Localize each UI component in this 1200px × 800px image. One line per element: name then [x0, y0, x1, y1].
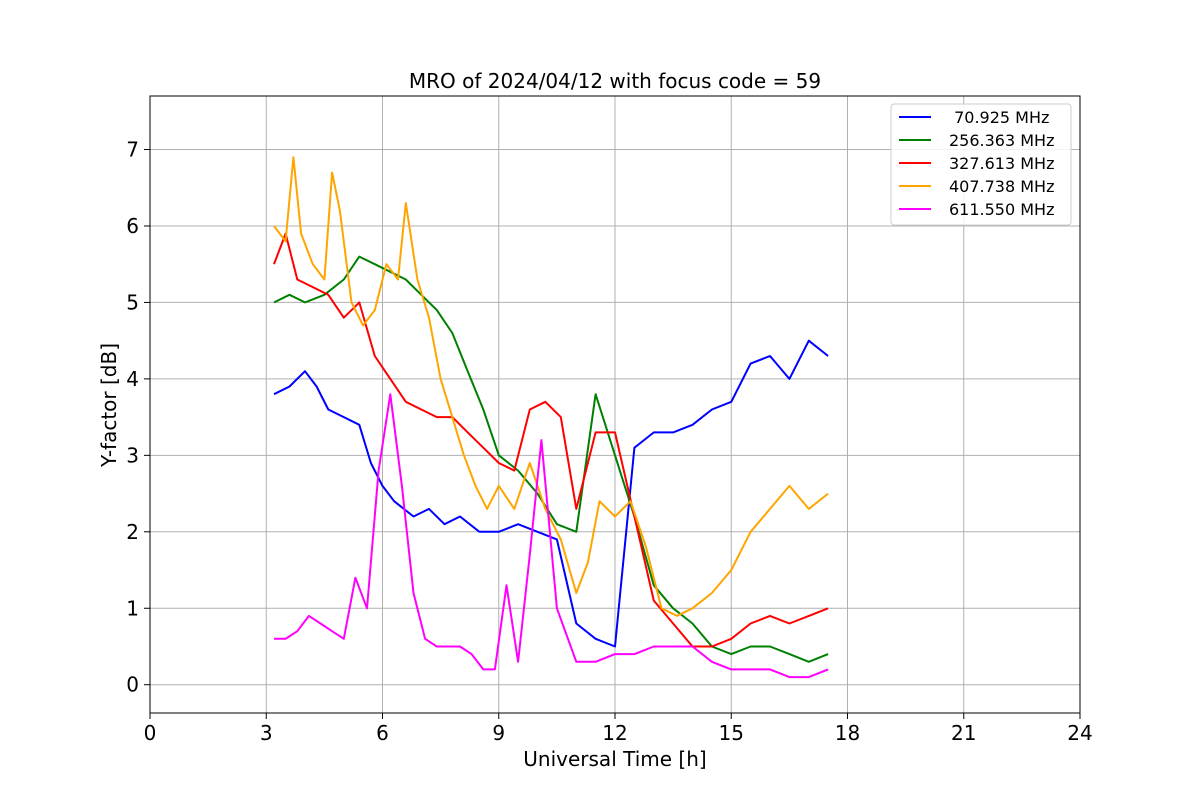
legend-label: 407.738 MHz: [949, 177, 1054, 196]
legend-label: 256.363 MHz: [949, 131, 1054, 150]
x-axis-label: Universal Time [h]: [523, 747, 706, 771]
series-group: [273, 156, 829, 679]
series-line-3: [273, 156, 829, 617]
x-tick-label: 12: [602, 721, 627, 745]
y-tick-label: 4: [126, 367, 139, 391]
x-tick-label: 15: [719, 721, 744, 745]
x-tick-label: 21: [951, 721, 976, 745]
legend-label: 327.613 MHz: [949, 154, 1054, 173]
chart-title: MRO of 2024/04/12 with focus code = 59: [409, 69, 821, 93]
x-tick-label: 0: [144, 721, 157, 745]
x-tick-label: 9: [492, 721, 505, 745]
y-tick-label: 7: [126, 138, 139, 162]
series-line-1: [273, 255, 829, 663]
legend: 70.925 MHz 256.363 MHz 327.613 MHz 407.738 …: [890, 103, 1072, 226]
y-tick-label: 6: [126, 214, 139, 238]
x-tick-label: 24: [1067, 721, 1092, 745]
series-line-2: [273, 232, 829, 648]
y-tick-label: 1: [126, 596, 139, 620]
x-tick-label: 18: [835, 721, 860, 745]
y-tick-label: 3: [126, 443, 139, 467]
legend-label: 611.550 MHz: [949, 200, 1054, 219]
x-tick-label: 3: [260, 721, 273, 745]
y-axis-label: Y-factor [dB]: [97, 343, 121, 468]
y-tick-label: 2: [126, 520, 139, 544]
legend-box: [890, 103, 1072, 226]
legend-label: 70.925 MHz: [949, 108, 1049, 127]
series-line-4: [274, 393, 829, 679]
x-tick-label: 6: [376, 721, 389, 745]
y-tick-label: 0: [126, 673, 139, 697]
y-tick-label: 5: [126, 290, 139, 314]
series-line-0: [273, 339, 829, 648]
